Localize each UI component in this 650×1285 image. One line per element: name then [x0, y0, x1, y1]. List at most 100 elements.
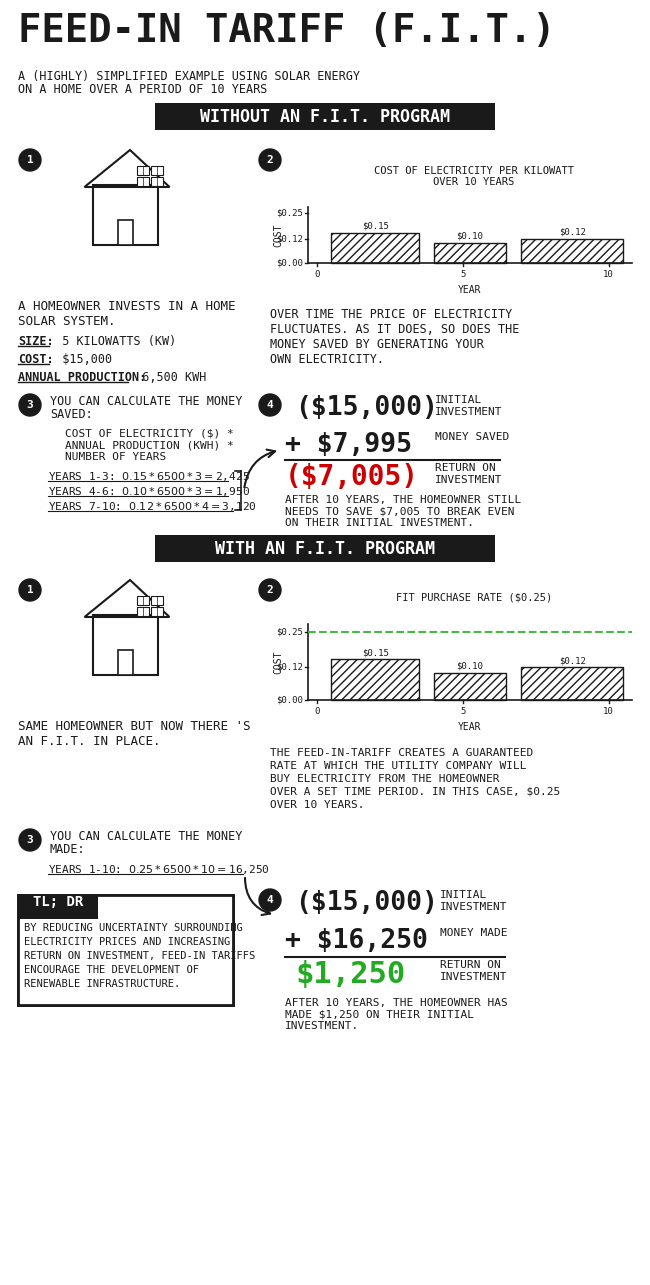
Text: 4: 4: [266, 400, 274, 410]
Text: ENCOURAGE THE DEVELOPMENT OF: ENCOURAGE THE DEVELOPMENT OF: [24, 965, 199, 975]
Text: THE FEED-IN-TARIFF CREATES A GUARANTEED: THE FEED-IN-TARIFF CREATES A GUARANTEED: [270, 748, 533, 758]
FancyArrowPatch shape: [244, 450, 275, 487]
Circle shape: [259, 580, 281, 601]
Bar: [18, 894, 98, 919]
Bar: [434, 243, 506, 263]
FancyBboxPatch shape: [155, 103, 495, 130]
Text: OVER A SET TIME PERIOD. IN THIS CASE, $0.25: OVER A SET TIME PERIOD. IN THIS CASE, $0…: [270, 786, 560, 797]
Text: YEAR: YEAR: [458, 285, 482, 296]
Bar: [137, 596, 149, 605]
Text: ($15,000): ($15,000): [295, 394, 438, 421]
Text: YOU CAN CALCULATE THE MONEY: YOU CAN CALCULATE THE MONEY: [50, 394, 242, 409]
Text: AFTER 10 YEARS, THE HOMEOWNER HAS
MADE $1,250 ON THEIR INITIAL
INVESTMENT.: AFTER 10 YEARS, THE HOMEOWNER HAS MADE $…: [285, 998, 508, 1031]
Bar: [521, 667, 623, 700]
Text: COST: COST: [273, 650, 283, 673]
Bar: [92, 616, 157, 675]
Text: $0.12: $0.12: [559, 227, 586, 236]
Text: TL; DR: TL; DR: [33, 894, 83, 908]
Text: 1: 1: [27, 155, 33, 164]
Text: RETURN ON
INVESTMENT: RETURN ON INVESTMENT: [440, 960, 508, 982]
Text: $0.15: $0.15: [361, 222, 389, 231]
Text: COST OF ELECTRICITY PER KILOWATT: COST OF ELECTRICITY PER KILOWATT: [374, 166, 574, 176]
Text: INITIAL
INVESTMENT: INITIAL INVESTMENT: [435, 394, 502, 416]
Text: $0.10: $0.10: [456, 233, 484, 242]
Text: ($7,005): ($7,005): [285, 463, 419, 491]
Bar: [151, 177, 163, 186]
Text: BUY ELECTRICITY FROM THE HOMEOWNER: BUY ELECTRICITY FROM THE HOMEOWNER: [270, 774, 499, 784]
Text: YEAR: YEAR: [458, 722, 482, 732]
Bar: [137, 607, 149, 616]
Text: A (HIGHLY) SIMPLIFIED EXAMPLE USING SOLAR ENERGY: A (HIGHLY) SIMPLIFIED EXAMPLE USING SOLA…: [18, 69, 360, 84]
Text: ELECTRICITY PRICES AND INCREASING: ELECTRICITY PRICES AND INCREASING: [24, 937, 230, 947]
Circle shape: [259, 149, 281, 171]
Bar: [151, 166, 163, 175]
Circle shape: [19, 829, 41, 851]
Text: COST:: COST:: [18, 353, 53, 366]
Text: $15,000: $15,000: [49, 353, 112, 366]
Text: FIT PURCHASE RATE ($0.25): FIT PURCHASE RATE ($0.25): [396, 592, 552, 603]
Bar: [434, 673, 506, 700]
Text: 2: 2: [266, 155, 274, 164]
FancyBboxPatch shape: [155, 535, 495, 562]
Text: NUMBER OF YEARS: NUMBER OF YEARS: [65, 452, 166, 463]
Text: 3: 3: [27, 835, 33, 846]
Text: + $16,250: + $16,250: [285, 928, 428, 953]
Text: $0.25: $0.25: [276, 627, 303, 636]
Text: OVER 10 YEARS.: OVER 10 YEARS.: [270, 801, 365, 810]
Circle shape: [19, 394, 41, 416]
Text: 6,500 KWH: 6,500 KWH: [128, 371, 206, 384]
Text: ANNUAL PRODUCTION:: ANNUAL PRODUCTION:: [18, 371, 146, 384]
Text: A HOMEOWNER INVESTS IN A HOME
SOLAR SYSTEM.: A HOMEOWNER INVESTS IN A HOME SOLAR SYST…: [18, 299, 235, 328]
Bar: [521, 239, 623, 263]
Bar: [18, 894, 233, 1005]
Text: RATE AT WHICH THE UTILITY COMPANY WILL: RATE AT WHICH THE UTILITY COMPANY WILL: [270, 761, 526, 771]
Text: + $7,995: + $7,995: [285, 432, 412, 457]
Text: YEARS 7-10: $0.12 * 6500 * 4 = $3,120: YEARS 7-10: $0.12 * 6500 * 4 = $3,120: [48, 500, 257, 513]
Bar: [151, 596, 163, 605]
Text: WITH AN F.I.T. PROGRAM: WITH AN F.I.T. PROGRAM: [215, 540, 435, 558]
Text: $0.12: $0.12: [276, 234, 303, 243]
Text: BY REDUCING UNCERTAINTY SURROUNDING: BY REDUCING UNCERTAINTY SURROUNDING: [24, 923, 242, 933]
Text: 0: 0: [314, 707, 319, 716]
Text: 5: 5: [460, 707, 465, 716]
Bar: [92, 185, 157, 245]
Text: $0.12: $0.12: [559, 657, 586, 666]
Bar: [137, 177, 149, 186]
Text: FEED-IN TARIFF (F.I.T.): FEED-IN TARIFF (F.I.T.): [18, 12, 556, 50]
Text: COST: COST: [273, 224, 283, 247]
Text: RETURN ON
INVESTMENT: RETURN ON INVESTMENT: [435, 463, 502, 484]
Text: OVER 10 YEARS: OVER 10 YEARS: [434, 177, 515, 188]
Text: SIZE:: SIZE:: [18, 335, 53, 348]
Text: AFTER 10 YEARS, THE HOMEOWNER STILL
NEEDS TO SAVE $7,005 TO BREAK EVEN
ON THEIR : AFTER 10 YEARS, THE HOMEOWNER STILL NEED…: [285, 495, 521, 528]
Text: $0.10: $0.10: [456, 662, 484, 671]
Text: MONEY MADE: MONEY MADE: [440, 928, 508, 938]
Text: 10: 10: [603, 270, 614, 279]
Text: 4: 4: [266, 894, 274, 905]
Text: $0.12: $0.12: [276, 663, 303, 672]
Text: INITIAL
INVESTMENT: INITIAL INVESTMENT: [440, 891, 508, 911]
Text: WITHOUT AN F.I.T. PROGRAM: WITHOUT AN F.I.T. PROGRAM: [200, 108, 450, 126]
Text: $0.00: $0.00: [276, 258, 303, 267]
Text: 3: 3: [27, 400, 33, 410]
Text: $0.15: $0.15: [361, 649, 389, 658]
Text: MONEY SAVED: MONEY SAVED: [435, 432, 509, 442]
Circle shape: [259, 394, 281, 416]
FancyArrowPatch shape: [245, 878, 270, 915]
Text: MADE:: MADE:: [50, 843, 86, 856]
Text: SAVED:: SAVED:: [50, 409, 93, 421]
Text: COST OF ELECTRICITY ($) *: COST OF ELECTRICITY ($) *: [65, 428, 234, 438]
Text: $0.25: $0.25: [276, 208, 303, 217]
Text: YEARS 4-6: $0.10 * 6500 * 3 = $1,950: YEARS 4-6: $0.10 * 6500 * 3 = $1,950: [48, 484, 250, 499]
Text: $0.00: $0.00: [276, 695, 303, 704]
Text: 1: 1: [27, 585, 33, 595]
Bar: [151, 607, 163, 616]
Bar: [118, 220, 133, 245]
Text: 2: 2: [266, 585, 274, 595]
Text: YOU CAN CALCULATE THE MONEY: YOU CAN CALCULATE THE MONEY: [50, 830, 242, 843]
Text: ON A HOME OVER A PERIOD OF 10 YEARS: ON A HOME OVER A PERIOD OF 10 YEARS: [18, 84, 267, 96]
Bar: [18, 894, 233, 1005]
Text: ANNUAL PRODUCTION (KWH) *: ANNUAL PRODUCTION (KWH) *: [65, 439, 234, 450]
Text: OVER TIME THE PRICE OF ELECTRICITY
FLUCTUATES. AS IT DOES, SO DOES THE
MONEY SAV: OVER TIME THE PRICE OF ELECTRICITY FLUCT…: [270, 308, 519, 366]
Bar: [137, 166, 149, 175]
Text: RENEWABLE INFRASTRUCTURE.: RENEWABLE INFRASTRUCTURE.: [24, 979, 180, 989]
